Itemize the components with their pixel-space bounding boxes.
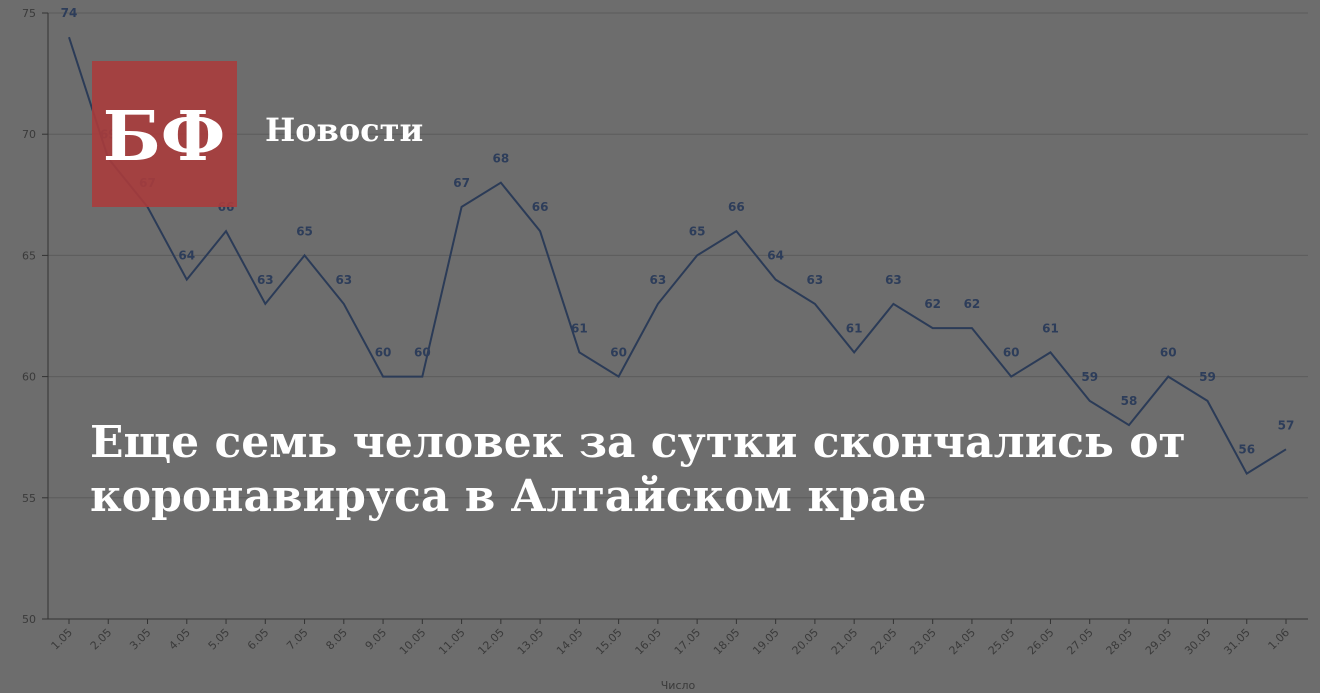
y-tick-label: 75 <box>22 7 36 20</box>
x-tick-label: 18.05 <box>711 626 742 657</box>
x-tick-label: 5.05 <box>206 626 233 653</box>
x-tick-label: 16.05 <box>633 626 664 657</box>
data-label: 67 <box>453 176 470 190</box>
x-tick-label: 1.05 <box>49 626 76 653</box>
data-label: 74 <box>61 6 78 20</box>
data-label: 60 <box>414 346 431 360</box>
logo: БФ <box>103 97 226 177</box>
data-label: 68 <box>492 152 509 166</box>
x-tick-label: 12.05 <box>475 626 506 657</box>
data-label: 63 <box>335 273 352 287</box>
x-tick-label: 11.05 <box>436 626 467 657</box>
data-label: 62 <box>924 297 941 311</box>
y-tick-label: 60 <box>22 371 36 384</box>
x-tick-label: 10.05 <box>397 626 428 657</box>
data-label: 59 <box>1199 370 1216 384</box>
x-tick-label: 15.05 <box>593 626 624 657</box>
x-tick-label: 14.05 <box>554 626 585 657</box>
x-tick-label: 3.05 <box>127 626 154 653</box>
data-label: 61 <box>1042 321 1059 335</box>
x-tick-label: 7.05 <box>284 626 311 653</box>
x-tick-label: 31.05 <box>1221 626 1252 657</box>
data-label: 64 <box>178 249 195 263</box>
data-label: 63 <box>807 273 824 287</box>
section: Новости <box>265 111 423 149</box>
line <box>68 36 1287 475</box>
data-label: 58 <box>1121 394 1138 408</box>
x-tick-label: 24.05 <box>947 626 978 657</box>
data-label: 60 <box>1160 346 1177 360</box>
data-label: 56 <box>1238 443 1255 457</box>
x-tick-label: 9.05 <box>363 626 390 653</box>
x-axis-label: Число <box>661 679 696 692</box>
y-tick-label: 70 <box>22 128 36 141</box>
data-label: 65 <box>296 224 313 238</box>
x-tick-label: 29.05 <box>1143 626 1174 657</box>
data-label: 65 <box>689 224 706 238</box>
data-label: 60 <box>375 346 392 360</box>
x-tick-label: 13.05 <box>515 626 546 657</box>
y-tick-label: 65 <box>22 249 36 262</box>
y-tick-label: 55 <box>22 492 36 505</box>
x-tick-label: 26.05 <box>1025 626 1056 657</box>
data-label: 63 <box>257 273 274 287</box>
x-tick-label: 4.05 <box>166 626 193 653</box>
x-tick-label: 19.05 <box>750 626 781 657</box>
data-label: 61 <box>571 321 588 335</box>
data-label: 61 <box>846 321 863 335</box>
headline: коронавируса в Алтайском крае <box>90 471 926 522</box>
data-label: 66 <box>728 200 745 214</box>
x-tick-label: 28.05 <box>1104 626 1135 657</box>
data-label: 66 <box>532 200 549 214</box>
x-tick-label: 1.06 <box>1266 626 1293 653</box>
data-label: 64 <box>767 249 784 263</box>
data-label: 62 <box>964 297 981 311</box>
data-label: 57 <box>1278 418 1295 432</box>
data-label: 60 <box>1003 346 1020 360</box>
x-tick-label: 23.05 <box>907 626 938 657</box>
headline: Еще семь человек за сутки скончались от <box>90 417 1186 468</box>
x-tick-label: 30.05 <box>1182 626 1213 657</box>
data-label: 60 <box>610 346 627 360</box>
x-tick-label: 27.05 <box>1064 626 1095 657</box>
x-tick-label: 22.05 <box>868 626 899 657</box>
data-label: 63 <box>885 273 902 287</box>
data-label: 59 <box>1081 370 1098 384</box>
x-tick-label: 20.05 <box>790 626 821 657</box>
x-tick-label: 21.05 <box>829 626 860 657</box>
x-tick-label: 25.05 <box>986 626 1017 657</box>
data-label: 63 <box>650 273 667 287</box>
x-tick-label: 17.05 <box>672 626 703 657</box>
y-tick-label: 50 <box>22 613 36 626</box>
x-tick-label: 6.05 <box>245 626 272 653</box>
x-tick-label: 8.05 <box>323 626 350 653</box>
logo-box <box>92 61 237 207</box>
x-tick-label: 2.05 <box>88 626 115 653</box>
